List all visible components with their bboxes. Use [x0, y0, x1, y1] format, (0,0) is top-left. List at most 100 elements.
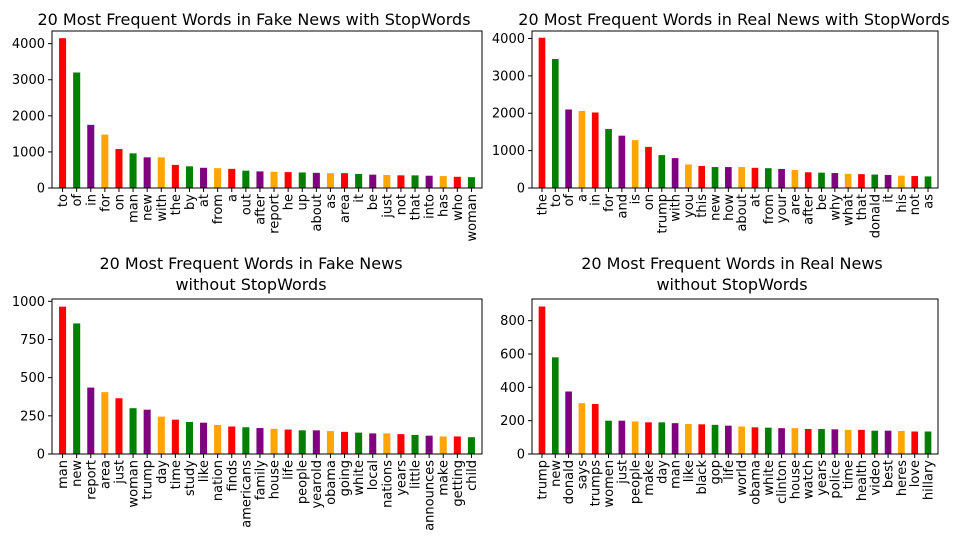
x-tick-label: as — [922, 194, 937, 209]
chart-fake-news-with-stopwords: 20 Most Frequent Words in Fake News with… — [12, 10, 483, 241]
x-tick-label: after — [253, 193, 268, 224]
bar — [101, 392, 109, 454]
bar — [791, 428, 799, 454]
x-tick-label: on — [642, 194, 657, 210]
bar — [778, 168, 785, 188]
bar — [858, 429, 865, 454]
x-tick-label: about — [735, 194, 750, 232]
bar — [725, 167, 732, 188]
bar — [312, 172, 320, 188]
x-tick-label: you — [682, 194, 697, 218]
bar — [605, 420, 612, 454]
x-tick-label: just — [112, 460, 127, 485]
x-tick-label: has — [437, 194, 452, 217]
x-tick-label: the — [535, 194, 550, 215]
x-tick-label: just — [380, 194, 395, 219]
bar — [645, 146, 652, 188]
bar — [884, 430, 892, 454]
bar — [685, 164, 692, 188]
x-tick-label: watch — [802, 460, 817, 499]
bar — [115, 398, 123, 454]
bar — [355, 432, 363, 454]
bar — [591, 404, 599, 454]
bar — [818, 429, 825, 454]
bar — [898, 431, 905, 454]
x-tick-label: trump — [535, 460, 550, 500]
x-tick-label: like — [682, 460, 697, 482]
x-tick-label: day — [655, 460, 670, 484]
bar — [256, 428, 264, 454]
x-tick-label: after — [802, 193, 817, 224]
bar — [185, 166, 193, 188]
bar — [565, 391, 572, 454]
x-tick-label: area — [98, 460, 113, 489]
y-tick-label: 0 — [37, 182, 45, 197]
bar — [383, 433, 391, 454]
bar — [101, 134, 109, 188]
bar — [326, 173, 334, 188]
y-tick-label: 2000 — [12, 109, 45, 124]
bar — [738, 167, 745, 188]
x-tick-label: new — [549, 460, 564, 487]
chart-title-line: without StopWords — [175, 275, 326, 294]
chart-title-line: 20 Most Frequent Words in Fake News with… — [37, 10, 470, 29]
bar — [924, 176, 932, 188]
bar — [59, 38, 67, 188]
x-tick-label: on — [112, 194, 127, 210]
bar — [551, 59, 559, 188]
bar — [804, 429, 812, 454]
x-tick-label: of — [562, 194, 577, 207]
bar — [751, 167, 759, 188]
x-tick-label: day — [155, 460, 170, 484]
bar — [467, 437, 475, 454]
x-tick-label: time — [842, 460, 857, 489]
bar — [439, 436, 447, 454]
axes-frame — [51, 30, 483, 189]
x-tick-label: child — [465, 460, 480, 491]
bar — [369, 174, 377, 188]
x-tick-label: new — [709, 194, 724, 221]
x-tick-label: world — [735, 460, 750, 496]
bar — [341, 173, 349, 188]
chart-title-line: 20 Most Frequent Words in Real News — [581, 254, 883, 273]
x-tick-label: police — [828, 460, 843, 499]
bar — [200, 422, 208, 454]
x-tick-label: americans — [239, 460, 254, 528]
x-tick-label: yearold — [310, 460, 325, 509]
bar — [467, 177, 475, 188]
bar — [326, 431, 334, 454]
x-tick-label: women — [602, 460, 617, 508]
bar — [671, 423, 679, 454]
x-tick-label: just — [615, 460, 630, 485]
bar — [818, 172, 825, 188]
bar — [698, 424, 706, 454]
bar — [143, 157, 151, 188]
y-tick-label: 500 — [20, 371, 45, 386]
x-tick-label: new — [70, 460, 85, 487]
x-tick-label: with — [155, 194, 170, 222]
y-tick-label: 200 — [500, 414, 525, 429]
x-tick-label: years — [815, 460, 830, 496]
bar — [298, 430, 306, 454]
bar — [228, 426, 236, 454]
y-tick-label: 3000 — [492, 69, 525, 84]
bar — [778, 428, 785, 454]
x-tick-label: time — [169, 460, 184, 489]
x-tick-label: new — [141, 194, 156, 221]
x-tick-label: about — [310, 194, 325, 232]
x-tick-label: for — [98, 193, 113, 212]
x-tick-label: make — [437, 460, 452, 496]
bar — [738, 426, 745, 454]
x-tick-label: hillary — [922, 460, 937, 500]
bar — [157, 157, 165, 188]
bar — [270, 171, 278, 188]
chart-title-line: without StopWords — [656, 275, 807, 294]
x-tick-label: video — [868, 460, 883, 496]
bar — [171, 419, 179, 454]
bar — [804, 172, 812, 188]
bar — [671, 158, 679, 188]
chart-real-news-with-stopwords: 20 Most Frequent Words in Real News with… — [492, 10, 950, 238]
bar — [214, 168, 222, 188]
bar — [59, 306, 67, 454]
